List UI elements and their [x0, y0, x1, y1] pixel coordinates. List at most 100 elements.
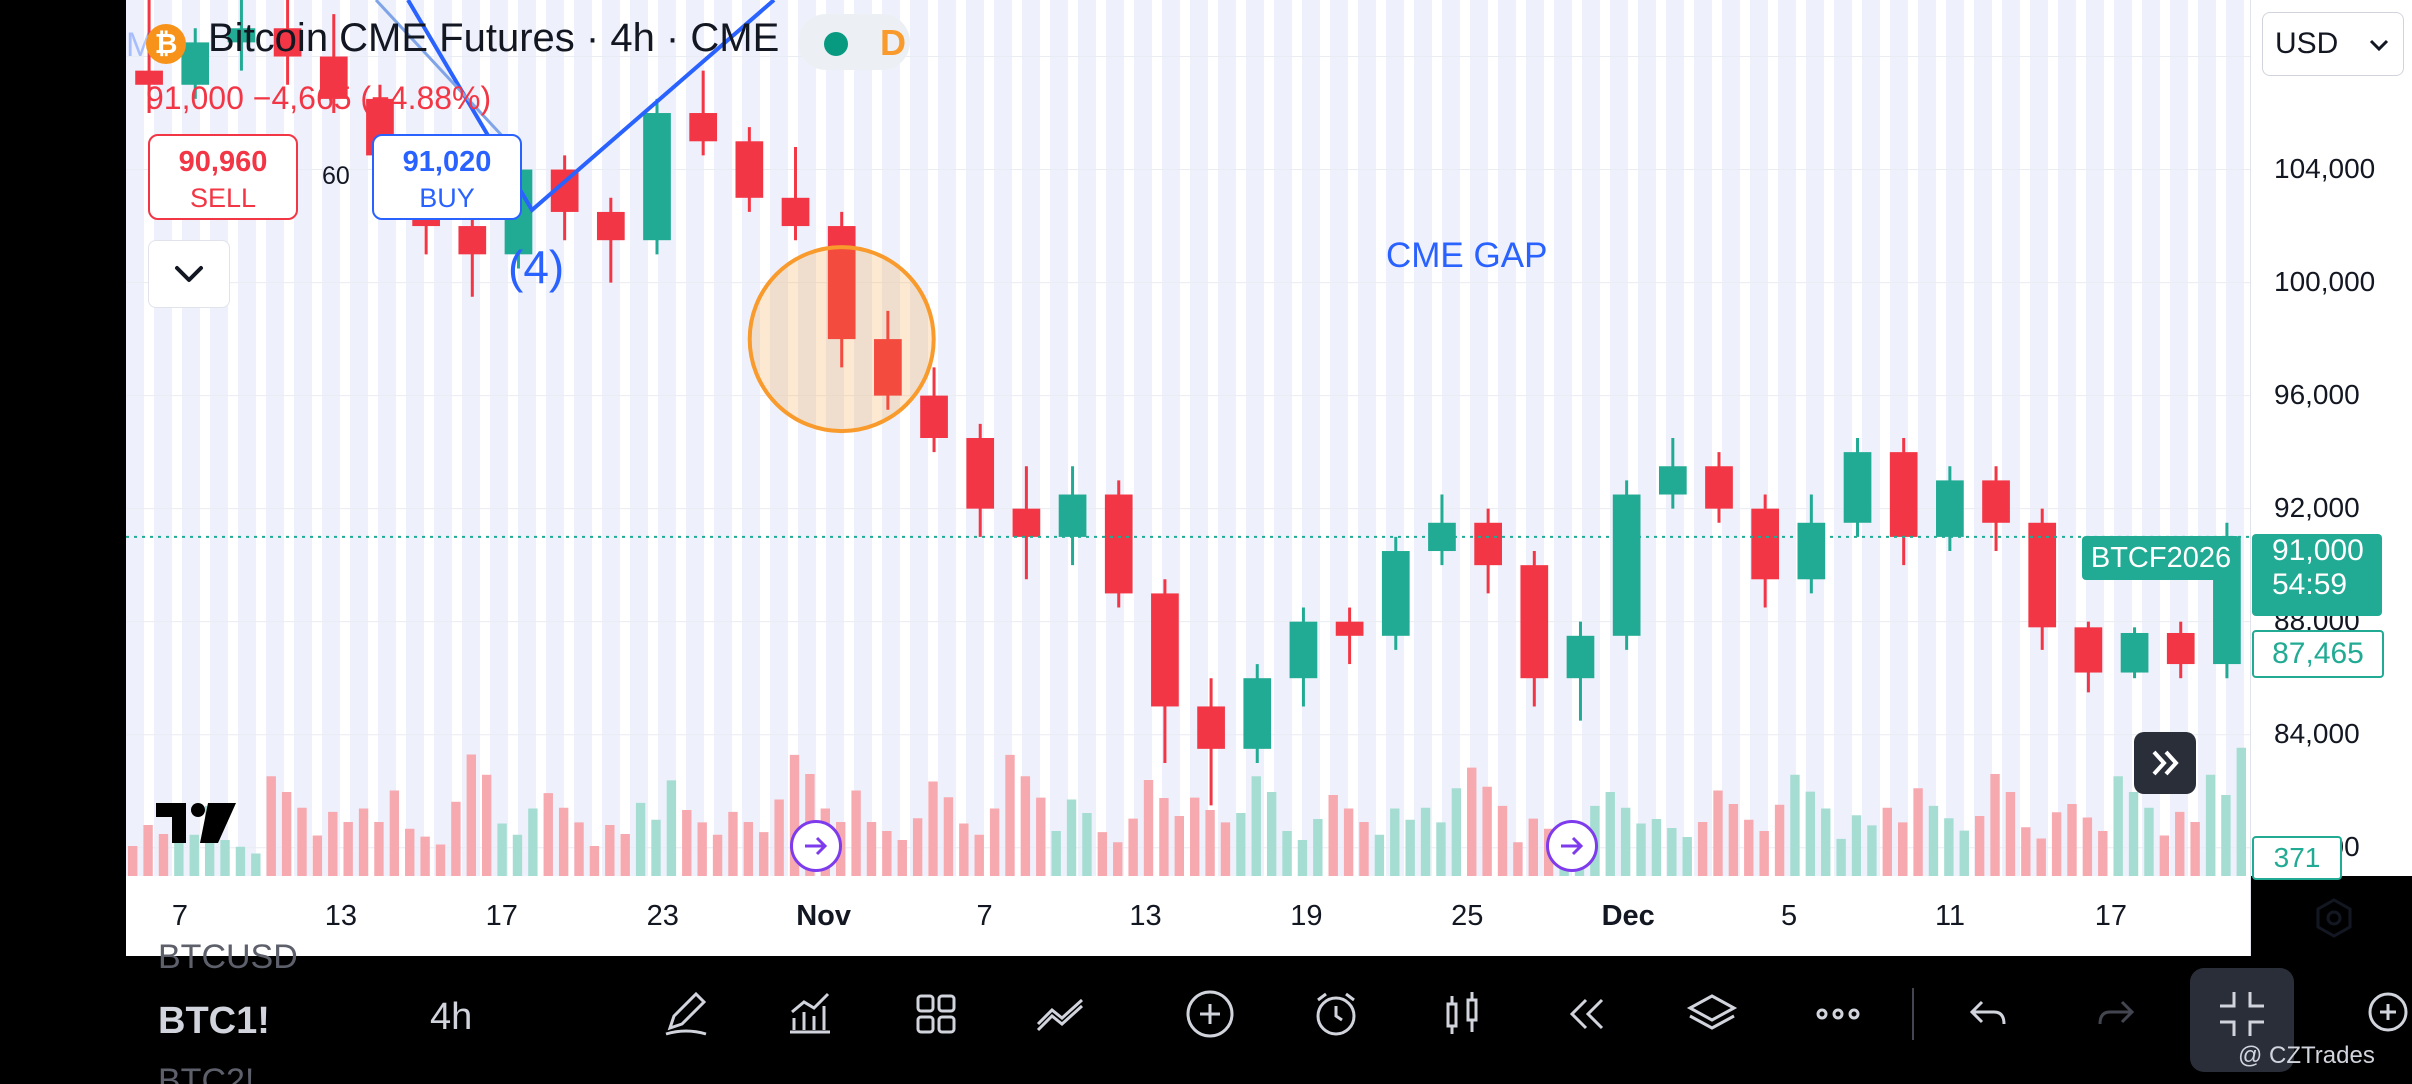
zoom-in-icon[interactable]	[2358, 984, 2412, 1044]
spread-value: 60	[322, 162, 350, 190]
grid-icon[interactable]	[906, 984, 966, 1044]
volume-bar	[374, 822, 384, 876]
volume-bar	[2144, 807, 2154, 876]
volume-bar	[605, 825, 615, 876]
volume-bar	[635, 802, 646, 876]
session-stripe	[1722, 0, 1740, 876]
fullscreen-exit-icon	[2212, 984, 2272, 1044]
symbol-selector[interactable]: BTC1!	[158, 1000, 270, 1042]
volume-bar	[620, 834, 630, 876]
time-axis[interactable]: 7 13 17 23 Nov 7 13 19 25 Dec 5 11 17	[126, 876, 2250, 956]
event-arrow-icon[interactable]	[790, 820, 842, 872]
candle-body	[273, 28, 302, 57]
volume-bar	[912, 818, 923, 876]
session-stripe	[826, 0, 844, 876]
volume-bar	[1328, 795, 1338, 876]
volume-bar	[543, 793, 553, 876]
event-arrow-icon[interactable]	[1546, 820, 1598, 872]
session-stripe	[2114, 0, 2132, 876]
session-stripe	[994, 0, 1012, 876]
buy-price: 91,020	[402, 146, 492, 178]
plus-circle-icon[interactable]	[1180, 984, 1240, 1044]
settings-icon	[2316, 898, 2352, 938]
price-chart[interactable]	[126, 0, 2250, 876]
volume-bar	[1697, 822, 1708, 876]
scroll-to-realtime-button[interactable]	[2134, 732, 2196, 794]
candle-body	[874, 339, 902, 396]
undo-icon[interactable]	[1958, 984, 2018, 1044]
toolbar-divider	[1912, 988, 1914, 1040]
pencil-icon[interactable]	[656, 984, 716, 1044]
legend-collapse-button[interactable]	[148, 240, 230, 308]
buy-button[interactable]: 91,020 BUY	[372, 134, 522, 220]
session-stripe	[294, 0, 312, 876]
sell-button[interactable]: 90,960 SELL	[148, 134, 298, 220]
session-stripe	[1834, 0, 1852, 876]
session-stripe	[1526, 0, 1544, 876]
session-stripe	[2086, 0, 2104, 876]
volume-bar	[2159, 835, 2170, 876]
volume-bar	[343, 822, 353, 876]
volume-bar	[2036, 838, 2046, 876]
session-stripe	[546, 0, 564, 876]
session-stripe	[1778, 0, 1796, 876]
volume-bar	[1513, 842, 1523, 876]
candle-body	[1474, 522, 1502, 566]
current-price-value: 91,000	[2272, 534, 2364, 567]
volume-bar	[712, 834, 723, 876]
candles-icon[interactable]	[1432, 984, 1492, 1044]
candle-body	[1936, 480, 1964, 537]
volume-bar	[1821, 808, 1831, 876]
candle-body	[1658, 466, 1687, 495]
chart-settings-button[interactable]	[2306, 890, 2362, 946]
symbol-title[interactable]: Bitcoin CME Futures · 4h · CME	[208, 16, 780, 60]
volume-bar	[2221, 795, 2231, 876]
volume-bar	[451, 801, 461, 876]
volume-bar	[2190, 822, 2200, 876]
author-watermark: @ CZTrades	[2238, 1042, 2375, 1069]
session-stripe	[1330, 0, 1348, 876]
interval-selector[interactable]: 4h	[430, 996, 473, 1038]
symbol-option-below[interactable]: BTC2!	[158, 1062, 255, 1084]
candle-body	[1520, 565, 1549, 679]
volume-bar	[1959, 830, 1969, 876]
candle-body	[2120, 632, 2149, 673]
volume-bar	[1836, 838, 1846, 876]
alarm-icon[interactable]	[1306, 984, 1366, 1044]
candle-body	[689, 113, 718, 142]
volume-bar	[1220, 822, 1231, 876]
tradingview-logo[interactable]	[156, 800, 236, 860]
symbol-option-above[interactable]: BTCUSD	[158, 938, 298, 976]
candle-body	[181, 42, 210, 85]
currency-select-value: USD	[2275, 27, 2339, 60]
redo-icon[interactable]	[2086, 984, 2146, 1044]
session-stripe	[1918, 0, 1936, 876]
trend-line	[374, 0, 508, 142]
session-stripe	[1442, 0, 1460, 876]
session-stripe	[1106, 0, 1124, 876]
session-stripe	[1050, 0, 1068, 876]
time-axis-label: 13	[324, 900, 358, 932]
session-stripe	[1610, 0, 1628, 876]
volume-bar	[312, 835, 323, 876]
price-axis[interactable]: 108,000104,000100,00096,00092,00088,0008…	[2250, 0, 2412, 876]
volume-bar	[1159, 798, 1169, 876]
more-icon[interactable]	[1808, 984, 1868, 1044]
fullscreen-exit-button[interactable]	[2190, 968, 2294, 1072]
volume-bar	[1020, 776, 1031, 876]
candle-body	[1705, 466, 1733, 509]
drawing-lines-icon[interactable]	[1030, 984, 1090, 1044]
market-status-pill[interactable]	[798, 14, 910, 70]
cme-gap-label[interactable]: CME GAP	[1386, 236, 1548, 275]
elliott-wave-label[interactable]: (4)	[508, 241, 565, 293]
replay-icon[interactable]	[1556, 984, 1616, 1044]
volume-bar	[1282, 831, 1292, 876]
layers-icon[interactable]	[1682, 984, 1742, 1044]
indicators-icon[interactable]	[780, 984, 840, 1044]
currency-select[interactable]: USD	[2262, 12, 2404, 76]
volume-bar	[759, 832, 769, 876]
chart-plot-area[interactable]	[126, 0, 2250, 876]
volume-bar	[1036, 797, 1046, 876]
session-stripe	[574, 0, 592, 876]
axis-divider	[2250, 0, 2251, 956]
